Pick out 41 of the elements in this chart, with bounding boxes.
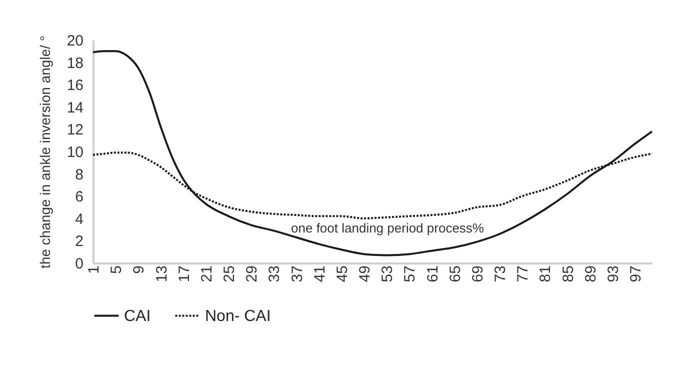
x-tick-label: 1 [86, 266, 102, 274]
y-tick-label: 16 [66, 77, 84, 94]
x-tick-label: 65 [446, 266, 464, 282]
x-tick-label: 49 [356, 266, 374, 282]
x-tick-label: 81 [537, 266, 554, 282]
x-tick-label: 21 [198, 266, 216, 282]
x-tick-label: 17 [176, 266, 193, 282]
line-series [92, 50, 653, 256]
x-tick-label: 85 [560, 266, 577, 282]
x-tick-label: 93 [604, 266, 622, 282]
y-tick-label: 14 [66, 99, 84, 116]
x-tick-label: 69 [469, 266, 486, 282]
x-tick-label: 37 [288, 266, 306, 282]
x-tick-label: 5 [108, 266, 126, 274]
y-tick-label: 20 [66, 32, 84, 50]
x-axis-title: one foot landing period process% [291, 220, 484, 236]
x-tick-label: 29 [244, 266, 261, 282]
x-tick-label: 97 [628, 266, 645, 282]
y-tick-label: 4 [75, 210, 84, 228]
legend-label: Non- CAI [205, 308, 271, 325]
legend-label: CAI [124, 308, 151, 325]
x-tick-label: 61 [424, 266, 442, 282]
x-tick-label: 41 [311, 266, 328, 282]
x-tick-label: 25 [221, 266, 238, 282]
x-tick-label: 9 [130, 266, 148, 274]
y-tick-label: 6 [75, 188, 84, 206]
y-tick-label: 0 [75, 256, 84, 272]
x-tick-label: 45 [334, 266, 351, 282]
y-tick-label: 2 [75, 233, 84, 250]
y-tick-label: 12 [66, 122, 84, 139]
y-tick-label: 10 [66, 144, 84, 161]
y-tick-label: 8 [75, 166, 84, 184]
x-tick-label: 53 [379, 266, 396, 282]
y-axis-title: the change in ankle inversion angle/ ° [36, 36, 53, 268]
x-tick-label: 13 [153, 266, 170, 282]
y-tick-label: 18 [66, 54, 84, 72]
x-tick-label: 57 [402, 266, 419, 282]
x-tick-label: 73 [492, 266, 510, 282]
x-tick-label: 77 [514, 266, 532, 282]
x-tick-label: 33 [266, 266, 284, 282]
x-tick-label: 89 [582, 266, 600, 282]
